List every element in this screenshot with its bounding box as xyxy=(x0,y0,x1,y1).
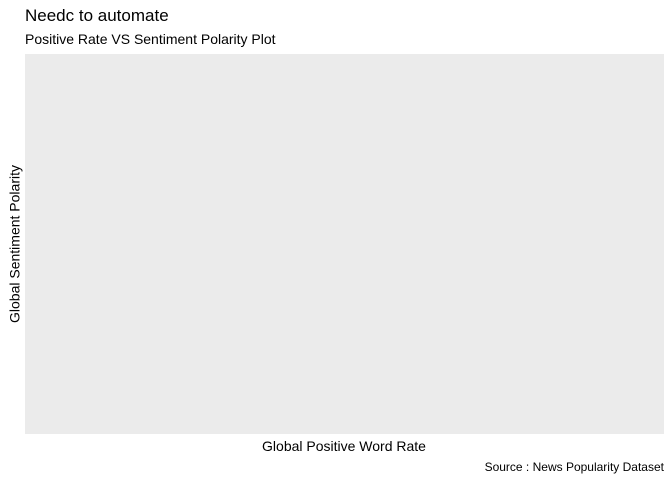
x-axis-label: Global Positive Word Rate xyxy=(262,438,426,454)
plot-panel xyxy=(25,54,664,434)
plot-area xyxy=(25,54,664,434)
chart-subtitle: Positive Rate VS Sentiment Polarity Plot xyxy=(25,31,276,47)
chart-title: Needc to automate xyxy=(25,6,169,25)
chart-caption: Source : News Popularity Dataset xyxy=(484,460,664,474)
y-axis-label: Global Sentiment Polarity xyxy=(6,165,23,323)
